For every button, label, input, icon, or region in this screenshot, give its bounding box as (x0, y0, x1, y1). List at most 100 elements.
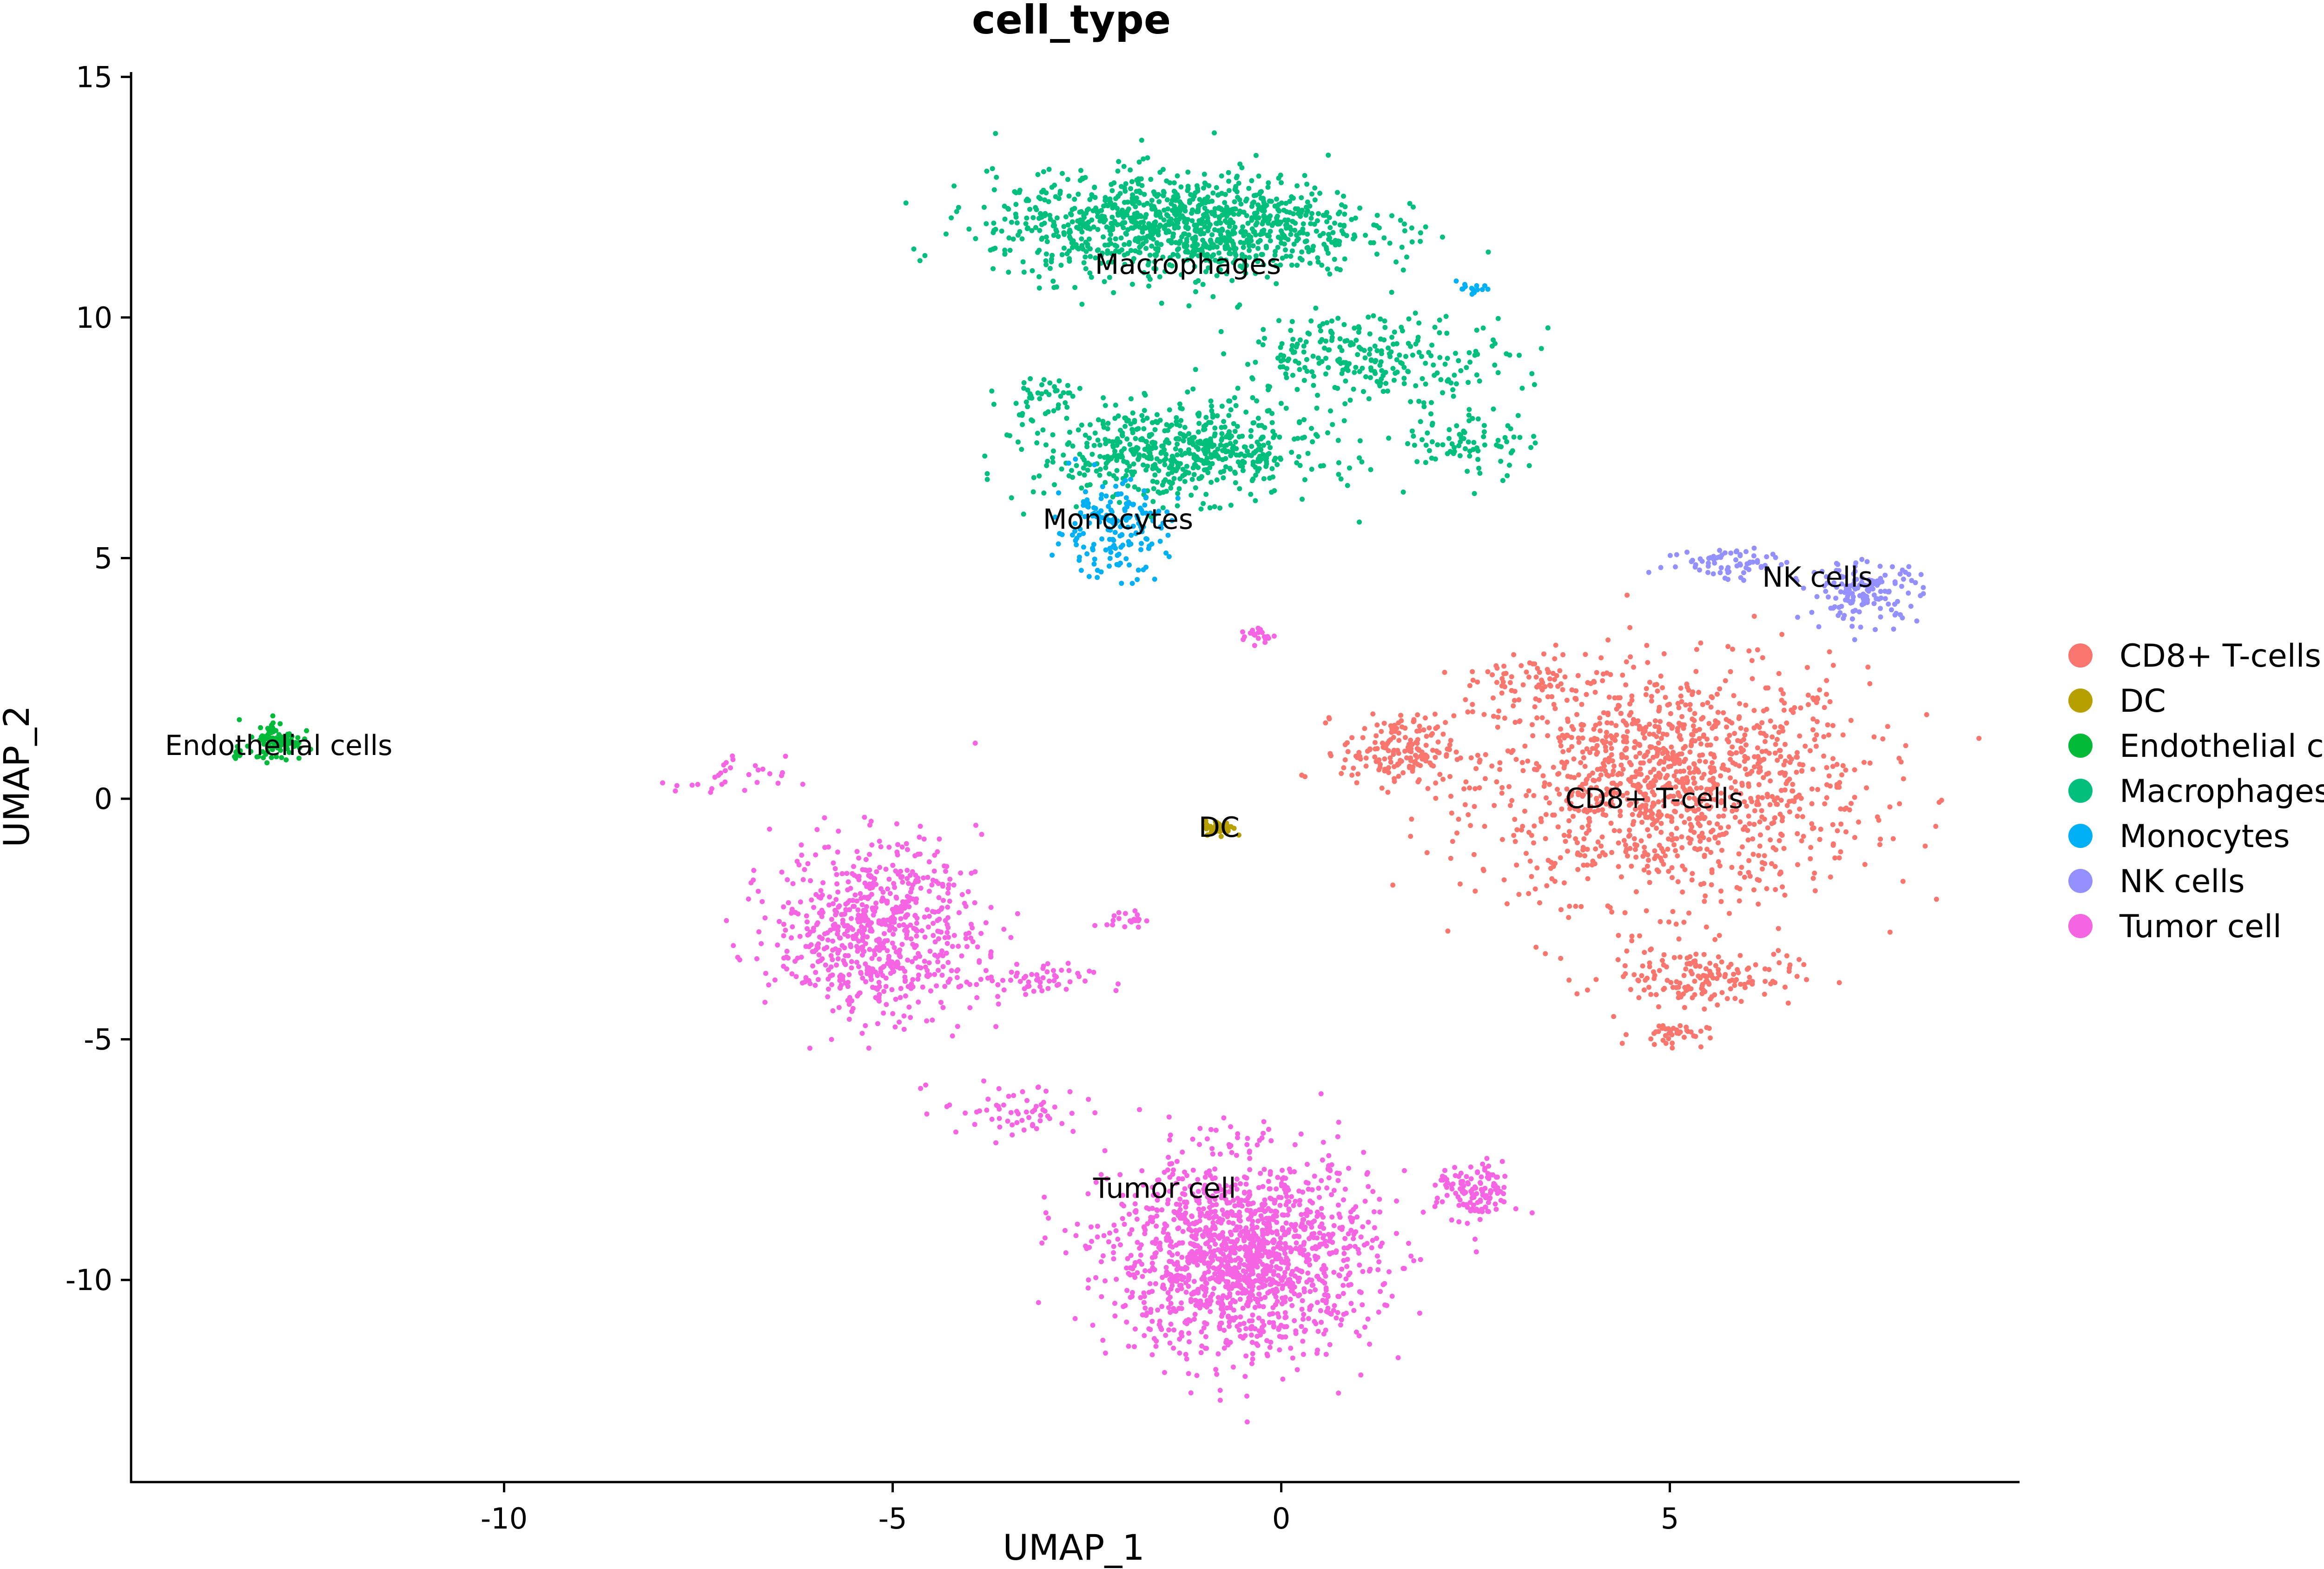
data-point (1489, 763, 1495, 769)
data-point (1776, 926, 1781, 931)
data-point (1679, 834, 1684, 840)
data-point (1680, 800, 1685, 806)
data-point (1736, 898, 1742, 904)
data-point (1175, 464, 1181, 470)
data-point (1838, 849, 1843, 854)
data-point (1110, 439, 1115, 444)
data-point (1144, 201, 1150, 206)
data-point (1266, 440, 1271, 446)
data-point (1751, 708, 1757, 713)
data-point (1611, 828, 1617, 834)
data-point (1796, 957, 1802, 962)
data-point (1852, 767, 1857, 773)
data-point (1674, 769, 1679, 775)
data-point (1471, 288, 1476, 293)
data-point (1166, 228, 1171, 233)
data-point (1107, 225, 1113, 231)
data-point (1472, 804, 1477, 809)
data-point (1830, 756, 1836, 761)
data-point (1734, 977, 1739, 982)
data-point (1095, 575, 1100, 580)
data-point (903, 200, 909, 206)
data-point (1289, 343, 1295, 348)
data-point (1654, 734, 1659, 739)
data-point (1353, 338, 1359, 343)
data-point (1519, 663, 1524, 669)
data-point (1743, 766, 1748, 772)
data-point (1054, 215, 1060, 221)
series-4 (1050, 278, 1491, 586)
data-point (1557, 791, 1562, 797)
data-point (1347, 361, 1352, 366)
data-point (1290, 337, 1296, 342)
data-point (1593, 846, 1598, 852)
data-point (1569, 735, 1574, 740)
data-point (1353, 1204, 1359, 1210)
data-point (1060, 171, 1065, 176)
data-point (1143, 212, 1149, 218)
data-point (1303, 339, 1309, 344)
data-point (1265, 274, 1270, 280)
data-point (1708, 829, 1714, 834)
data-point (1267, 1320, 1272, 1325)
data-point (1426, 725, 1432, 731)
data-point (1652, 848, 1657, 854)
data-point (1423, 460, 1428, 465)
data-point (1054, 388, 1060, 393)
data-point (1021, 269, 1027, 275)
data-point (1506, 784, 1512, 789)
data-point (1315, 259, 1321, 265)
data-point (1002, 204, 1007, 209)
data-point (1638, 772, 1644, 777)
data-point (1562, 674, 1568, 680)
data-point (1587, 750, 1592, 755)
data-point (1034, 207, 1039, 212)
data-point (1691, 761, 1697, 767)
data-point (1210, 190, 1216, 196)
data-point (1657, 719, 1663, 724)
data-point (1180, 205, 1186, 211)
data-point (1363, 763, 1369, 769)
data-point (1778, 831, 1783, 837)
data-point (1882, 572, 1888, 578)
data-point (1378, 761, 1383, 767)
data-point (1538, 346, 1544, 351)
data-point (1808, 845, 1814, 850)
data-point (1692, 564, 1698, 570)
data-point (1051, 408, 1056, 414)
data-point (1850, 594, 1856, 600)
data-point (1647, 680, 1652, 685)
data-point (1370, 711, 1376, 717)
data-point (1727, 978, 1732, 984)
data-point (1377, 1209, 1383, 1215)
data-point (1046, 1215, 1051, 1221)
data-point (1374, 348, 1380, 353)
data-point (1465, 469, 1470, 474)
data-point (1653, 778, 1658, 783)
data-point (1732, 983, 1737, 988)
data-point (1385, 789, 1391, 795)
data-point (1661, 986, 1666, 992)
data-point (1661, 952, 1667, 958)
data-point (1089, 274, 1094, 280)
data-point (1256, 423, 1261, 428)
data-point (1466, 407, 1472, 412)
data-point (1226, 413, 1232, 418)
data-point (1675, 853, 1680, 859)
data-point (1092, 185, 1097, 190)
data-point (1203, 458, 1208, 463)
data-point (1593, 746, 1598, 751)
data-point (1171, 476, 1177, 481)
data-point (1299, 257, 1305, 263)
data-point (1604, 792, 1609, 797)
data-point (1677, 980, 1683, 986)
data-point (1049, 256, 1054, 262)
data-point (258, 725, 263, 730)
data-point (1494, 442, 1499, 448)
data-point (1083, 175, 1088, 180)
data-point (1323, 338, 1328, 344)
data-point (1918, 572, 1924, 577)
data-point (1652, 856, 1657, 861)
data-point (1204, 444, 1209, 450)
data-point (1423, 742, 1429, 748)
